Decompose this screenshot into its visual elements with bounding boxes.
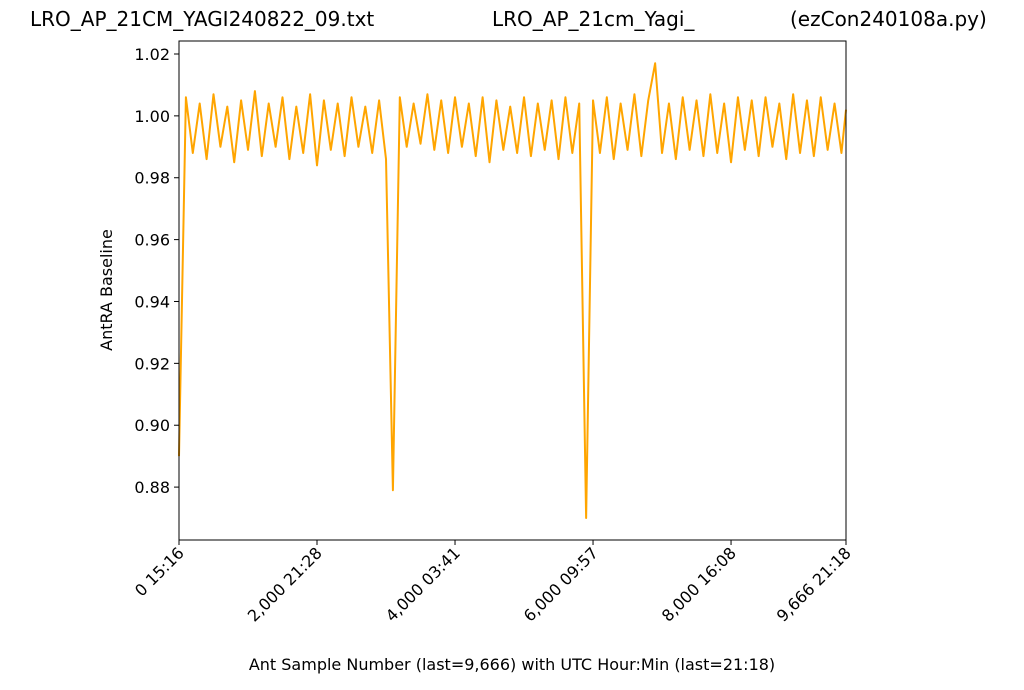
y-axis-label: AntRA Baseline <box>97 229 116 351</box>
x-tick-label: 4,000 03:41 <box>382 543 464 625</box>
y-tick-label: 0.96 <box>134 231 170 250</box>
y-tick-label: 0.90 <box>134 416 170 435</box>
x-axis-label: Ant Sample Number (last=9,666) with UTC … <box>249 655 775 674</box>
x-tick-label: 6,000 09:57 <box>520 543 602 625</box>
data-line <box>178 62 847 520</box>
y-tick-label: 0.88 <box>134 478 170 497</box>
x-tick-label: 8,000 16:08 <box>658 543 740 625</box>
plot-frame <box>178 40 847 541</box>
chart-title-file: LRO_AP_21CM_YAGI240822_09.txt <box>30 7 374 31</box>
chart-title-name: LRO_AP_21cm_Yagi_ <box>492 7 695 31</box>
y-tick-label: 1.02 <box>134 45 170 64</box>
y-tick-label: 0.92 <box>134 354 170 373</box>
y-tick-label: 0.98 <box>134 169 170 188</box>
x-tick-label: 9,666 21:18 <box>773 543 855 625</box>
x-tick-label: 0 15:16 <box>131 543 188 600</box>
chart-title-program: (ezCon240108a.py) <box>790 7 987 31</box>
x-tick-label: 2,000 21:28 <box>244 543 326 625</box>
y-tick-label: 0.94 <box>134 292 170 311</box>
y-tick-label: 1.00 <box>134 107 170 126</box>
